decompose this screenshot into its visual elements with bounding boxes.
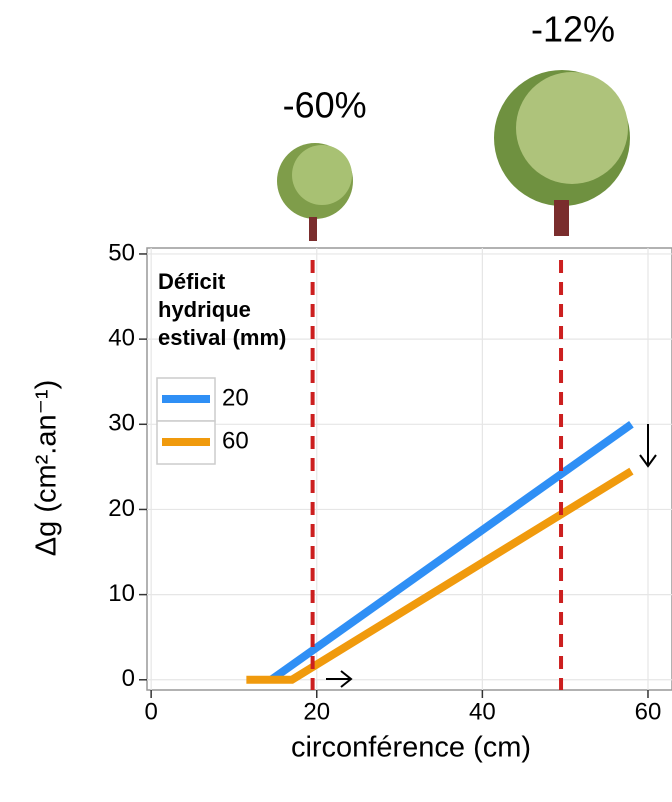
- big-tree-highlight: [516, 72, 628, 184]
- x-axis-label: circonférence (cm): [291, 732, 531, 764]
- x-tick-label: 40: [469, 698, 496, 725]
- big-tree-trunk: [554, 200, 569, 236]
- x-tick-label: 60: [635, 698, 662, 725]
- legend-title: Déficit: [158, 269, 226, 294]
- y-tick-label: 20: [108, 495, 135, 522]
- y-tick-label: 40: [108, 324, 135, 351]
- annotation: -12%: [531, 9, 615, 50]
- y-tick-label: 30: [108, 410, 135, 437]
- y-tick-label: 50: [108, 239, 135, 266]
- small-tree-trunk: [309, 217, 317, 241]
- chart: circonférence (cm) Δg (cm².an⁻¹) 0 20 40 60…: [0, 0, 672, 802]
- x-tick-label: 20: [303, 698, 330, 725]
- legend-title: estival (mm): [158, 325, 286, 350]
- y-axis-label: Δg (cm².an⁻¹): [31, 380, 63, 556]
- small-tree-highlight: [292, 145, 352, 205]
- y-tick-label: 0: [122, 665, 135, 692]
- annotation: -60%: [283, 85, 367, 126]
- x-tick-label: 0: [144, 698, 157, 725]
- y-tick-label: 10: [108, 580, 135, 607]
- legend-title: hydrique: [158, 297, 251, 322]
- legend-label: 20: [222, 384, 249, 411]
- legend-label: 60: [222, 427, 249, 454]
